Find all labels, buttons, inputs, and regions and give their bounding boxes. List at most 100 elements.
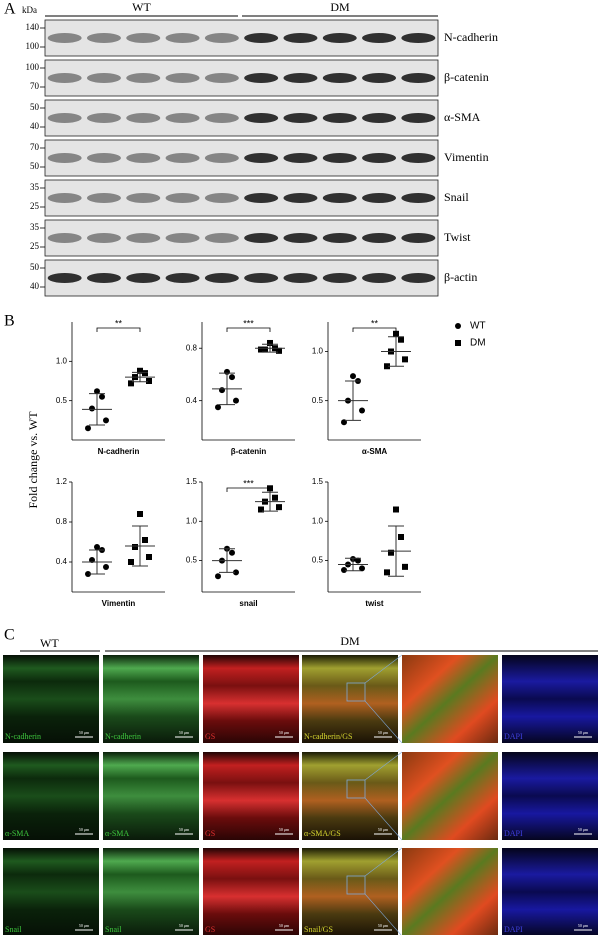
band (126, 33, 161, 43)
band (283, 273, 318, 283)
micrograph (3, 752, 99, 840)
y-axis-label: Fold change vs. WT (26, 411, 40, 509)
y-tick-label: 1.2 (56, 477, 68, 486)
band (204, 33, 239, 43)
data-point (103, 417, 109, 424)
y-tick-label: 0.5 (56, 396, 68, 405)
error-bar (388, 336, 404, 367)
band (401, 193, 436, 203)
kda-marker: 25 (30, 201, 40, 211)
data-point (146, 554, 152, 560)
y-tick-label: 0.8 (186, 343, 198, 352)
significance-bracket (226, 487, 271, 492)
band (126, 73, 161, 83)
band (204, 153, 239, 163)
legend-label: DM (470, 338, 486, 349)
data-point (137, 511, 143, 517)
band (204, 73, 239, 83)
micrograph (203, 655, 299, 743)
data-point (359, 565, 365, 572)
band (362, 193, 397, 203)
band (244, 273, 279, 283)
protein-name: N-cadherin (444, 30, 498, 44)
scale-label: 50 μm (79, 923, 90, 928)
micrograph (3, 655, 99, 743)
band (47, 153, 82, 163)
x-label: α-SMA (362, 447, 388, 456)
kda-marker: 40 (30, 281, 40, 291)
data-point (146, 378, 152, 384)
band (362, 33, 397, 43)
band (401, 73, 436, 83)
protein-name: Twist (444, 230, 471, 244)
band (401, 113, 436, 123)
band (244, 33, 279, 43)
micrograph (402, 752, 498, 840)
error-bar (219, 372, 235, 406)
y-tick-label: 0.8 (56, 517, 68, 526)
micrograph (103, 752, 199, 840)
micrograph (302, 752, 398, 840)
band (362, 153, 397, 163)
kda-marker: 35 (30, 182, 40, 192)
panel-label: A (4, 1, 16, 18)
micrograph (3, 848, 99, 935)
zoom-box (346, 779, 366, 799)
scale-label: 50 μm (79, 827, 90, 832)
kda-marker: 25 (30, 241, 40, 251)
band (47, 73, 82, 83)
scale-label: 50 μm (179, 827, 190, 832)
band (86, 73, 121, 83)
y-tick-label: 1.5 (312, 477, 324, 486)
protein-name: Vimentin (444, 150, 489, 164)
band (47, 273, 82, 283)
y-tick-label: 1.0 (312, 516, 324, 525)
channel-label: Snail (105, 925, 122, 934)
channel-label: Snail (5, 925, 22, 934)
band (165, 33, 200, 43)
y-tick-label: 1.0 (56, 356, 68, 365)
data-point (128, 380, 134, 387)
data-point (402, 356, 408, 363)
data-point (262, 346, 268, 353)
channel-label: N-cadherin (5, 732, 41, 741)
band (165, 153, 200, 163)
band (401, 33, 436, 43)
band (244, 153, 279, 163)
band (86, 233, 121, 243)
kda-marker: 70 (30, 81, 40, 91)
y-tick-label: 1.0 (312, 347, 324, 356)
data-point (94, 388, 100, 395)
scale-label: 50 μm (578, 827, 589, 832)
protein-name: α-SMA (444, 110, 481, 124)
kda-marker: 100 (26, 41, 40, 51)
error-bar (345, 557, 361, 572)
micrograph (203, 752, 299, 840)
channel-label: α-SMA/GS (304, 829, 341, 838)
y-tick-label: 1.0 (186, 516, 198, 525)
data-point (85, 425, 91, 432)
band (86, 273, 121, 283)
band (322, 73, 357, 83)
band (244, 73, 279, 83)
group-label: WT (132, 0, 151, 14)
band (126, 233, 161, 243)
band (322, 233, 357, 243)
data-point (393, 506, 399, 513)
x-label: N-cadherin (98, 447, 140, 456)
legend-label: WT (470, 321, 486, 332)
data-point (219, 387, 225, 394)
data-point (215, 404, 221, 411)
micrograph (402, 848, 498, 935)
band (362, 73, 397, 83)
data-point (398, 336, 404, 343)
channel-label: DAPI (504, 925, 523, 934)
scale-label: 50 μm (378, 923, 389, 928)
band (126, 153, 161, 163)
data-point (85, 571, 91, 577)
band (401, 233, 436, 243)
band (165, 73, 200, 83)
band (322, 273, 357, 283)
group-label: WT (40, 636, 59, 650)
